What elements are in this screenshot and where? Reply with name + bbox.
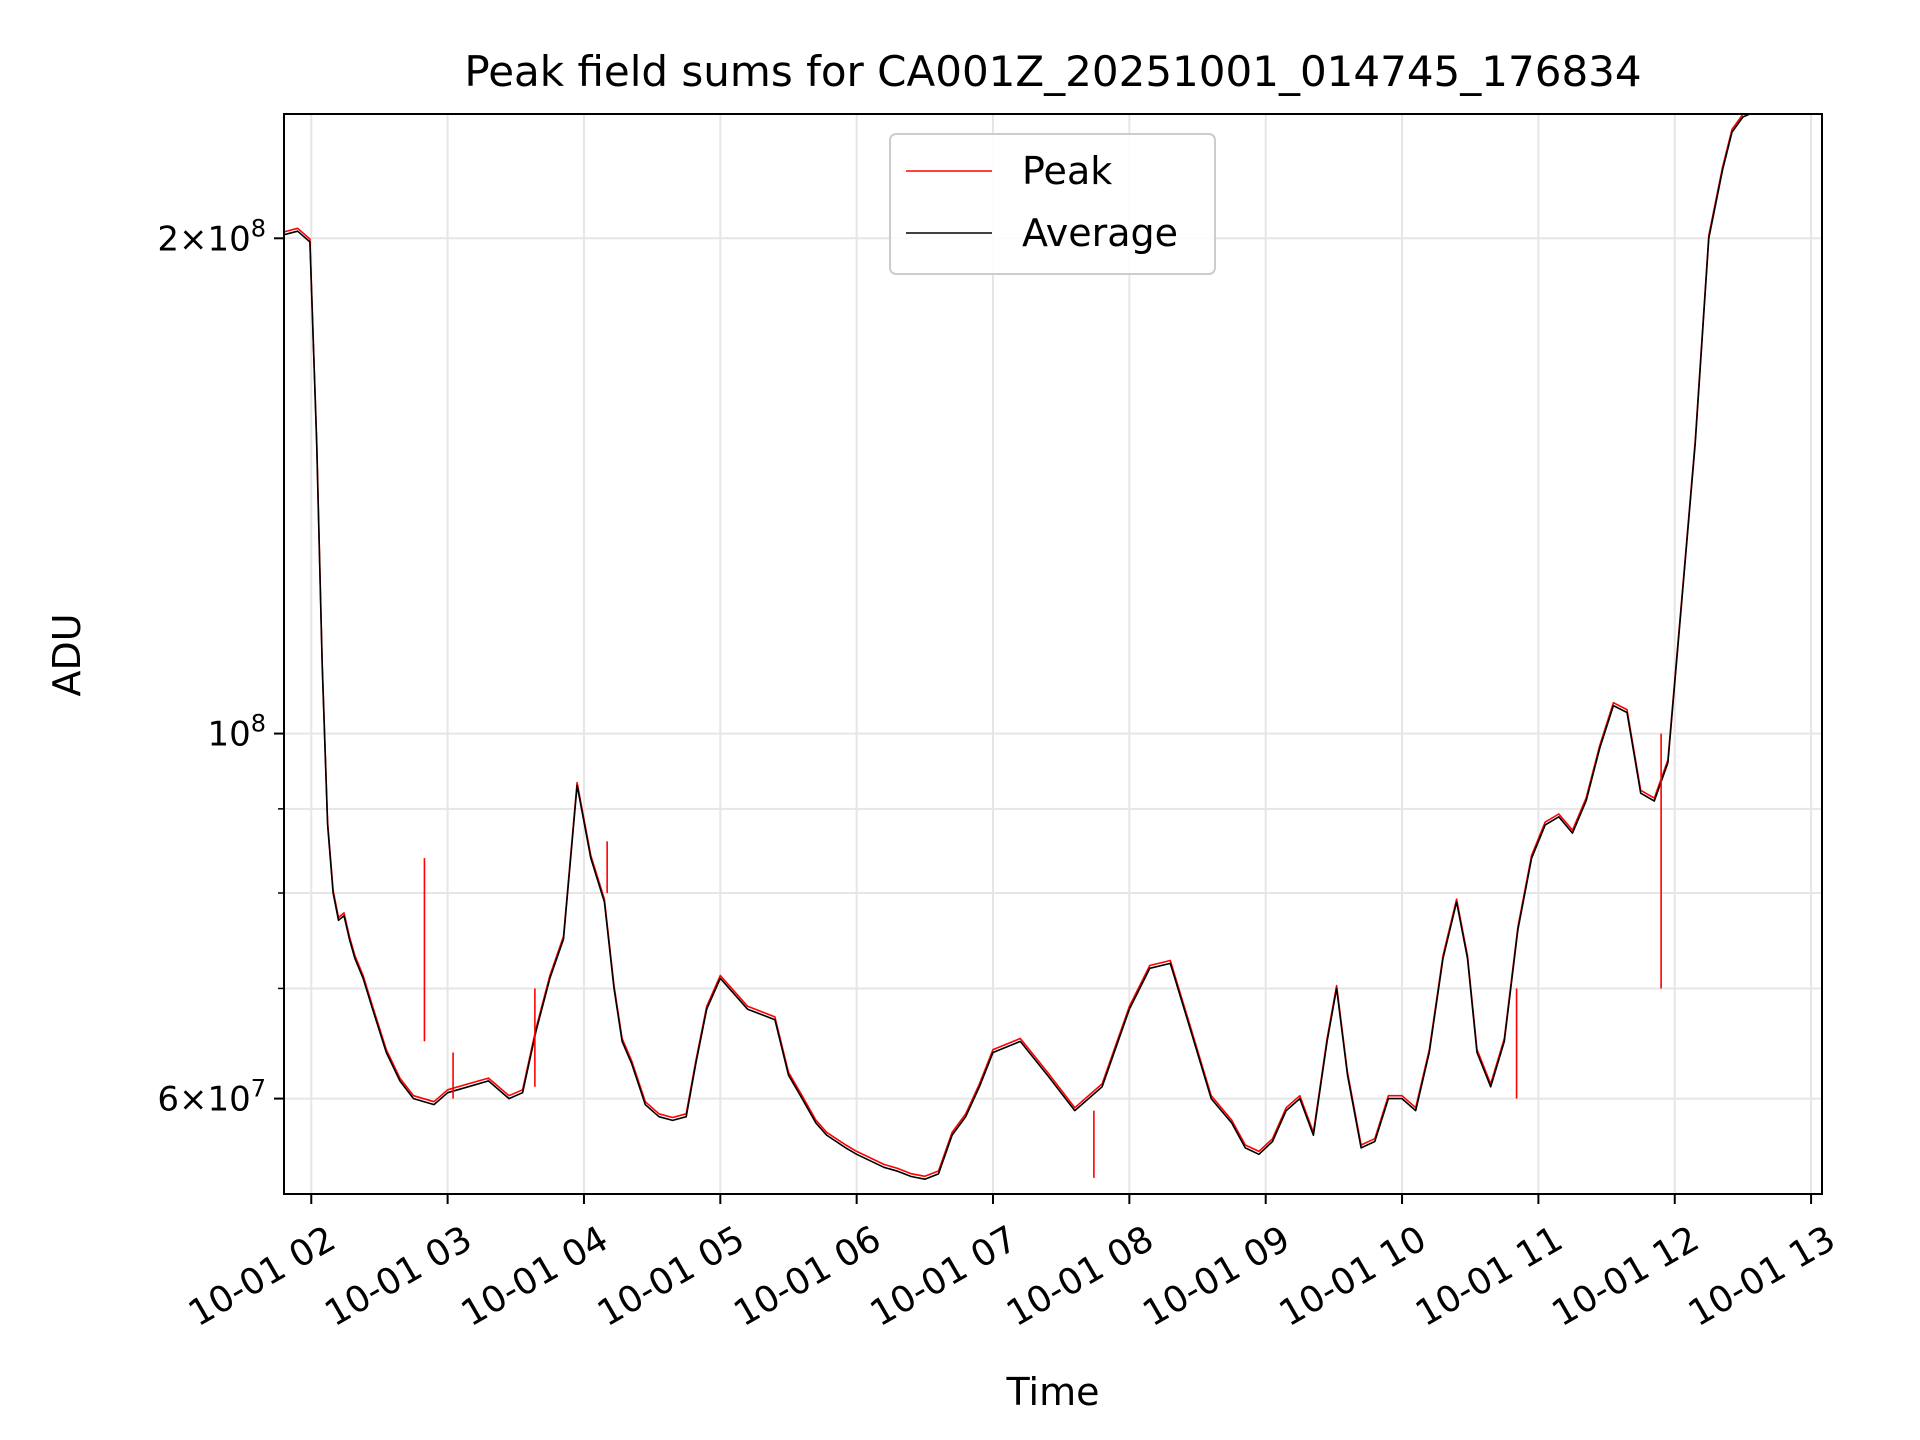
legend-peak-label: Peak [1022, 149, 1112, 193]
y-axis-ticks: 6×107 108 2×108 [157, 214, 284, 1120]
x-tick-label: 10-01 09 [1136, 1218, 1297, 1334]
x-tick-label: 10-01 04 [455, 1218, 616, 1334]
x-tick-label: 10-01 07 [864, 1218, 1025, 1334]
plot-lines [284, 114, 1752, 1180]
x-tick-label: 10-01 05 [591, 1218, 752, 1334]
x-axis-label: Time [1006, 1370, 1100, 1414]
y-axis-label: ADU [45, 613, 89, 696]
y-tick-label: 108 [207, 710, 266, 755]
legend: Peak Average [889, 133, 1216, 275]
x-tick-label: 10-01 06 [727, 1218, 888, 1334]
grid-lines [284, 114, 1822, 1194]
x-tick-label: 10-01 12 [1545, 1218, 1706, 1334]
x-tick-label: 10-01 10 [1273, 1218, 1434, 1334]
x-tick-label: 10-01 03 [318, 1218, 479, 1334]
x-tick-label: 10-01 11 [1409, 1218, 1570, 1334]
plot-frame [283, 113, 1823, 1195]
x-tick-label: 10-01 13 [1682, 1218, 1843, 1334]
x-tick-label: 10-01 02 [182, 1218, 343, 1334]
series-line-average [284, 114, 1752, 1180]
y-tick-label: 6×107 [157, 1075, 266, 1120]
x-tick-label: 10-01 08 [1000, 1218, 1161, 1334]
y-tick-label: 2×108 [157, 214, 266, 259]
legend-box [889, 133, 1216, 275]
legend-average-label: Average [1022, 211, 1178, 255]
chart-title: Peak field sums for CA001Z_20251001_0147… [464, 47, 1641, 96]
